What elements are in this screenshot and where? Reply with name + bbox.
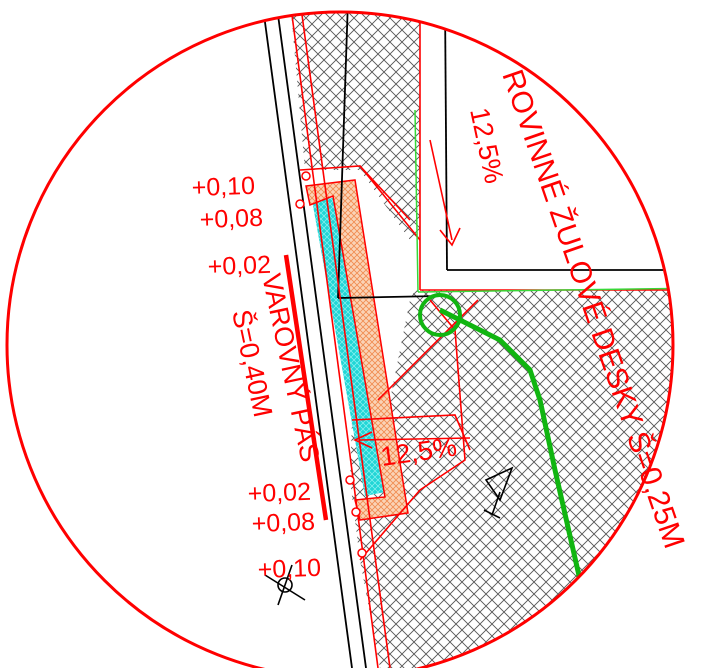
green-lines — [414, 109, 673, 581]
tactile-strip — [312, 198, 385, 496]
orange-band — [305, 179, 409, 521]
level-label-010-top: +0,10 — [191, 172, 255, 202]
level-markers — [295, 171, 367, 558]
slope-arrow-top — [429, 139, 461, 247]
level-label-008-bottom: +0,08 — [251, 508, 315, 538]
slope-label-top: 12,5% — [464, 105, 509, 186]
level-label-002-bottom: +0,02 — [247, 478, 311, 508]
slope-arrow-middle — [353, 431, 373, 449]
detail-frame — [5, 10, 675, 668]
paving-upper — [290, 12, 420, 240]
level-label-010-bottom: +0,10 — [257, 554, 321, 584]
survey-point-icon — [264, 564, 306, 606]
level-label-002-top: +0,02 — [207, 251, 271, 281]
direction-symbol — [483, 466, 514, 519]
warning-strip-marker — [283, 254, 329, 521]
level-label-008-top: +0,08 — [199, 204, 263, 234]
